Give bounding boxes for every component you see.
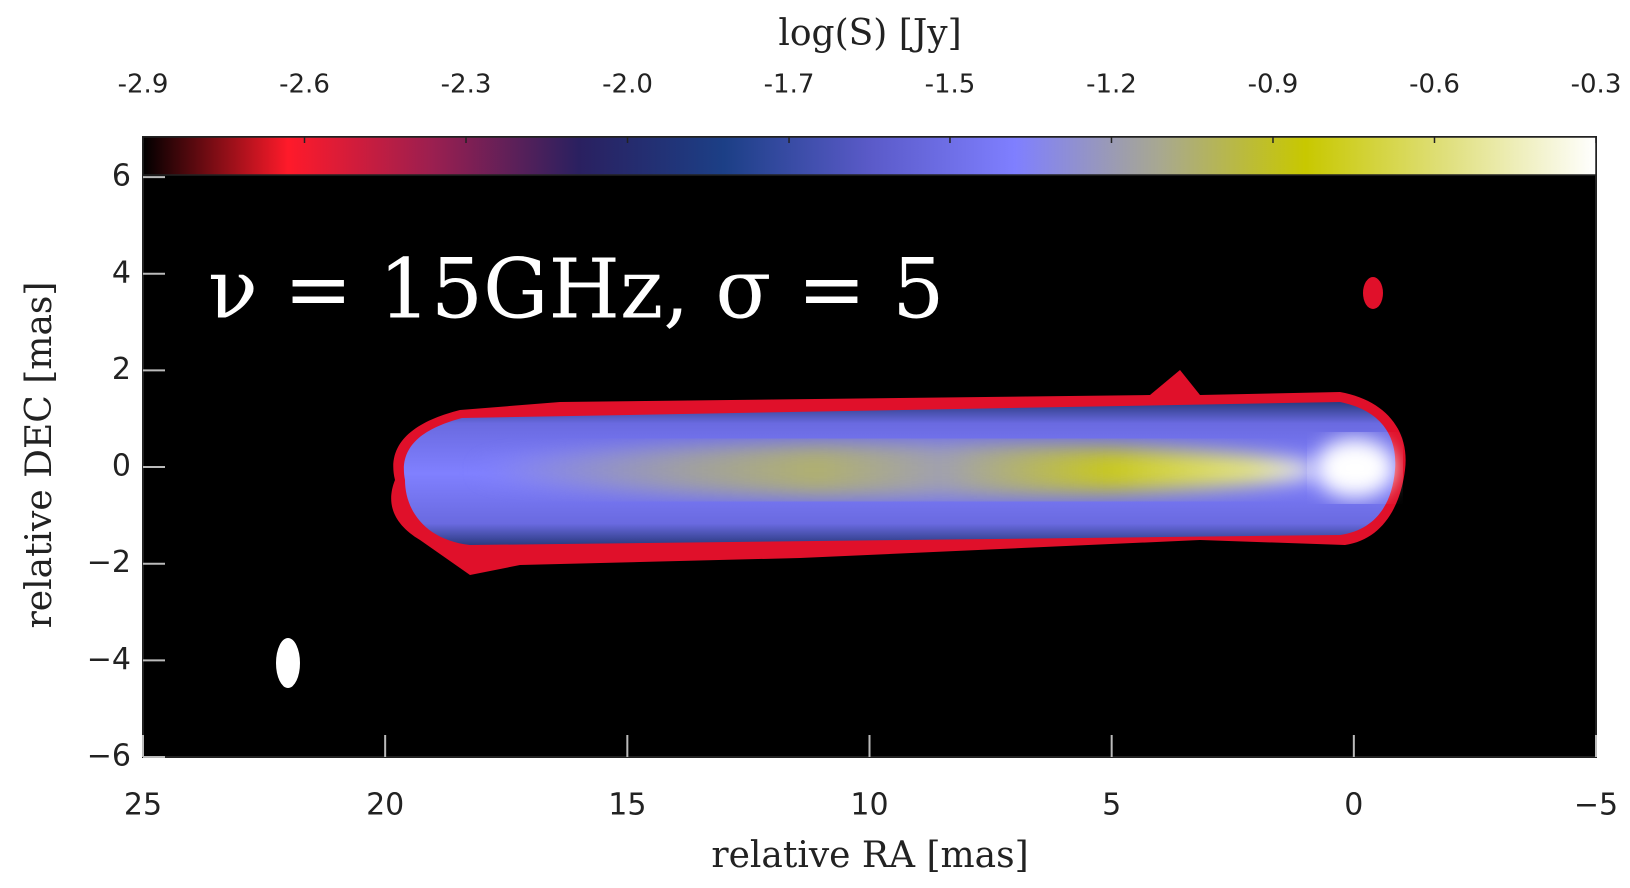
colorbar-tick-label: -2.9 xyxy=(118,70,169,100)
x-axis-label: relative RA [mas] xyxy=(711,835,1028,876)
y-tick-label: −2 xyxy=(87,545,131,580)
y-tick-label: 4 xyxy=(112,255,131,290)
colorbar-tick-label: -1.2 xyxy=(1086,70,1137,100)
noise-blob xyxy=(1363,277,1383,309)
y-axis-label: relative DEC [mas] xyxy=(19,282,60,629)
colorbar-tick-label: -0.6 xyxy=(1409,70,1460,100)
colorbar xyxy=(143,137,1596,175)
chart: ν = 15GHz, σ = 5 relative RA [mas] relat… xyxy=(0,0,1630,888)
beam xyxy=(276,638,300,688)
colorbar-tick-label: -2.6 xyxy=(279,70,330,100)
x-tick-label: 15 xyxy=(608,788,646,823)
x-tick-label: 0 xyxy=(1344,788,1363,823)
colorbar-tick-label: -0.3 xyxy=(1571,70,1622,100)
y-tick-label: −6 xyxy=(87,739,131,774)
y-tick-label: 2 xyxy=(112,352,131,387)
y-tick-label: 0 xyxy=(112,449,131,484)
y-tick-label: 6 xyxy=(112,159,131,194)
colorbar-tick-label: -1.7 xyxy=(764,70,815,100)
x-tick-label: 10 xyxy=(850,788,888,823)
colorbar-tick-label: -2.0 xyxy=(602,70,653,100)
x-tick-label: −5 xyxy=(1574,788,1618,823)
x-tick-label: 25 xyxy=(124,788,162,823)
colorbar-tick-label: -0.9 xyxy=(1248,70,1299,100)
jet-core xyxy=(480,444,1320,496)
colorbar-tick-label: -1.5 xyxy=(925,70,976,100)
page: ν = 15GHz, σ = 5 relative RA [mas] relat… xyxy=(0,0,1630,888)
jet-peak xyxy=(1315,438,1395,498)
annotation: ν = 15GHz, σ = 5 xyxy=(208,243,944,338)
colorbar-tick-label: -2.3 xyxy=(441,70,492,100)
x-tick-label: 20 xyxy=(366,788,404,823)
x-tick-label: 5 xyxy=(1102,788,1121,823)
colorbar-label: log(S) [Jy] xyxy=(778,13,961,54)
y-tick-label: −4 xyxy=(87,642,131,677)
